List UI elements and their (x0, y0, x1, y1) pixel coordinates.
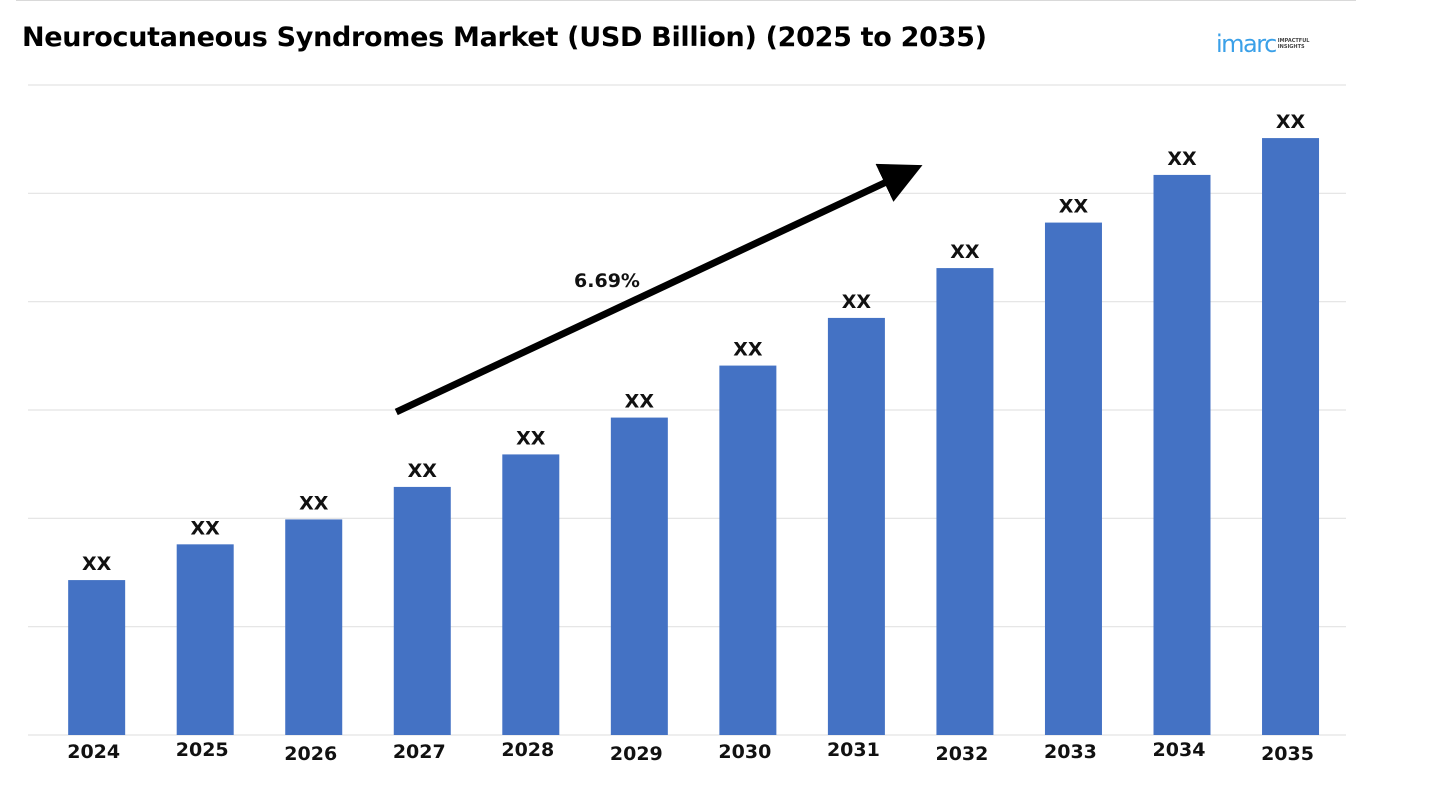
bar-2028 (502, 454, 560, 735)
bars (68, 138, 1320, 736)
data-label: XX (299, 492, 329, 514)
data-label: XX (1276, 111, 1306, 133)
x-tick-label: 2030 (718, 741, 771, 763)
bar-2035 (1262, 138, 1320, 736)
x-tick-label: 2034 (1153, 739, 1206, 761)
bar-2029 (610, 417, 668, 735)
bar-2034 (1153, 174, 1211, 735)
bar-2031 (827, 317, 885, 735)
x-tick-label: 2028 (501, 739, 554, 761)
top-border (16, 0, 1356, 1)
x-tick-label: 2035 (1261, 743, 1314, 765)
data-label: XX (191, 517, 221, 539)
x-tick-label: 2033 (1044, 741, 1097, 763)
data-label: XX (1167, 148, 1197, 170)
logo-tagline-1: IMPACTFUL (1277, 38, 1310, 44)
gridlines (28, 84, 1346, 736)
cagr-label: 6.69% (574, 270, 640, 292)
data-label: XX (733, 339, 763, 361)
x-tick-labels: 2024 2025 2026 2027 2028 2029 2030 2031 2032 2033… (67, 739, 1314, 765)
bar-2025 (176, 544, 234, 735)
bar-2033 (1044, 222, 1102, 736)
x-tick-label: 2032 (935, 743, 988, 765)
bar-2032 (936, 268, 994, 735)
x-tick-label: 2027 (393, 741, 446, 763)
bar-2026 (285, 519, 343, 735)
logo-tagline: IMPACTFUL INSIGHTS (1278, 38, 1310, 50)
x-tick-label: 2029 (610, 743, 663, 765)
value-labels: XX XX XX XX XX XX XX XX XX XX XX XX (82, 111, 1306, 575)
data-label: XX (1059, 196, 1089, 218)
chart-title: Neurocutaneous Syndromes Market (USD Bil… (22, 22, 987, 53)
data-label: XX (516, 427, 546, 449)
data-label: XX (82, 553, 112, 575)
cagr-annotation: 6.69% (394, 163, 923, 416)
data-label: XX (950, 241, 980, 263)
x-tick-label: 2024 (67, 741, 120, 763)
data-label: XX (842, 291, 872, 313)
logo-tagline-2: INSIGHTS (1277, 44, 1305, 50)
imarc-logo: imarc IMPACTFUL INSIGHTS (1216, 26, 1309, 62)
growth-arrow (394, 163, 923, 416)
data-label: XX (408, 460, 438, 482)
logo-word: imarc (1216, 30, 1277, 58)
x-tick-label: 2025 (176, 739, 229, 761)
x-tick-label: 2026 (284, 743, 337, 765)
bar-2030 (719, 365, 777, 735)
x-tick-label: 2031 (827, 739, 880, 761)
data-label: XX (625, 391, 655, 413)
bar-2027 (393, 486, 451, 735)
bar-2024 (68, 580, 126, 735)
